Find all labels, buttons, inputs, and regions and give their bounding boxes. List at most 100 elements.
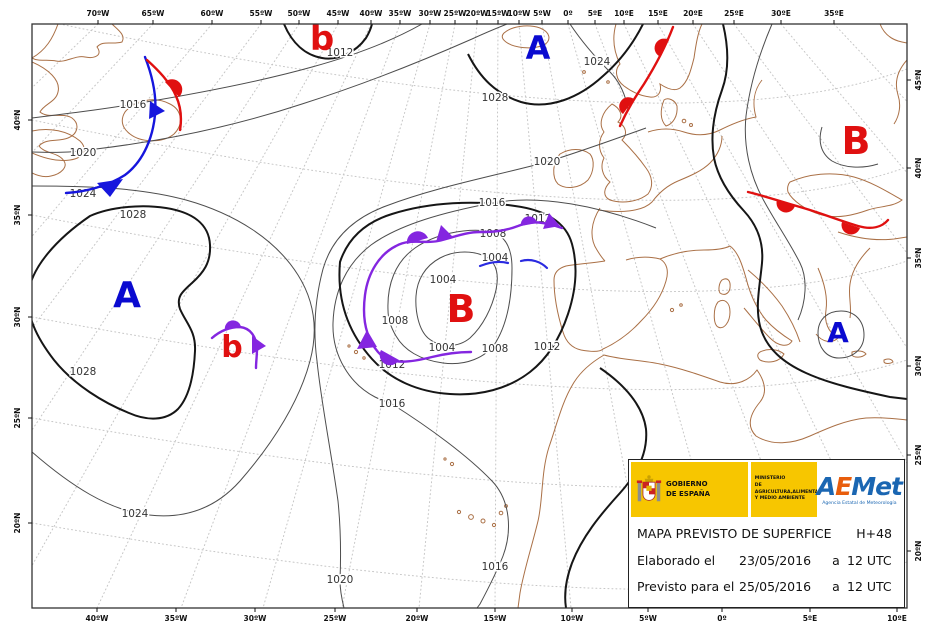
coastline xyxy=(848,247,871,319)
pressure-center-low: B xyxy=(842,119,871,163)
isobar-label: 1008 xyxy=(382,315,409,327)
axis-label-bottom: 10ºE xyxy=(887,614,907,623)
coastline xyxy=(553,279,582,351)
isobar-1028 xyxy=(467,24,644,106)
trough-line xyxy=(519,258,549,270)
isobar-1016 xyxy=(32,24,423,119)
logo-bar: GOBIERNO DE ESPAÑA MINISTERIO DE AGRICUL… xyxy=(631,462,903,517)
coastline xyxy=(787,173,903,218)
longitude-line xyxy=(341,24,456,608)
coastline xyxy=(659,245,731,260)
longitude-line xyxy=(96,24,372,608)
axis-label-top: 40ºW xyxy=(360,9,384,18)
coastline xyxy=(879,24,907,44)
isobar-label: 1016 xyxy=(482,561,509,573)
axis-label-top: 30ºW xyxy=(419,9,443,18)
coastline xyxy=(647,79,763,136)
forecast-hours: H+48 xyxy=(856,526,892,541)
logo-bar-divider xyxy=(747,462,751,517)
island xyxy=(669,307,675,313)
axis-label-top: 25ºE xyxy=(724,9,744,18)
ministerio-line2: DE AGRICULTURA,ALIMENTACIÓN xyxy=(754,482,832,495)
aemet-tagline: Agencia Estatal de Meteorología xyxy=(822,500,897,506)
isobar-label: 1028 xyxy=(70,366,97,378)
isobar-label: 1012 xyxy=(534,341,561,353)
longitude-line xyxy=(780,24,907,174)
coastline xyxy=(580,256,668,352)
occluded-front-marker xyxy=(406,231,428,244)
previsto-a: a xyxy=(832,579,840,594)
axis-label-right: 35ºN xyxy=(914,248,923,269)
map-frame xyxy=(31,23,908,609)
gobierno-logo: GOBIERNO DE ESPAÑA xyxy=(631,462,748,517)
isobar-unlabeled xyxy=(817,310,865,359)
axis-label-top: 10ºW xyxy=(508,9,532,18)
geography-layer xyxy=(32,24,907,608)
island xyxy=(362,356,366,360)
isobar-label: 1028 xyxy=(120,209,147,221)
warm-front xyxy=(746,190,890,235)
map-layers: 1016 1020 1024 1028 1028 1024 1020 1016 1016 1012… xyxy=(32,24,907,608)
latitude-line xyxy=(57,24,907,104)
isobar-1020 xyxy=(32,24,508,153)
axis-label-bottom: 15ºW xyxy=(484,614,508,623)
axis-label-left: 40ºN xyxy=(13,110,22,131)
axis-label-top: 55ºW xyxy=(250,9,274,18)
axis-label-top: 0º xyxy=(563,9,572,18)
legend-box: GOBIERNO DE ESPAÑA MINISTERIO DE AGRICUL… xyxy=(628,459,905,608)
coastline xyxy=(591,207,606,262)
occluded-front xyxy=(357,213,564,366)
axis-label-bottom: 0º xyxy=(717,614,726,623)
coastline xyxy=(718,278,731,295)
axis-label-left: 35ºN xyxy=(13,205,22,226)
occluded-front-marker xyxy=(252,336,266,354)
isobar-label: 1004 xyxy=(429,342,456,354)
warm-front-line xyxy=(746,190,890,229)
island xyxy=(353,349,359,355)
axis-label-top: 30ºE xyxy=(771,9,791,18)
island xyxy=(606,80,610,84)
aemet-letters-met: Met xyxy=(851,471,903,501)
gobierno-line1: GOBIERNO xyxy=(666,480,708,489)
warm-front xyxy=(145,58,183,132)
cold-front-line xyxy=(64,55,157,195)
axis-label-bottom: 40ºW xyxy=(86,614,110,623)
longitude-line xyxy=(418,24,478,608)
isobar-label: 1020 xyxy=(534,156,561,168)
occluded-front-line xyxy=(362,221,564,363)
occluded-front-marker xyxy=(379,350,399,366)
isobar-1004 xyxy=(415,251,498,346)
previsto-time: 12 UTC xyxy=(847,579,892,594)
axis-label-top: 25ºW xyxy=(444,9,468,18)
elaborado-row: Elaborado el 23/05/2016 a 12 UTC xyxy=(637,553,896,568)
cold-front xyxy=(64,55,165,197)
island xyxy=(456,509,462,515)
isobar-label: 1028 xyxy=(482,92,509,104)
isobar-label: 1016 xyxy=(120,99,147,111)
isobar-label: 1012 xyxy=(327,47,354,59)
longitude-line xyxy=(32,24,300,431)
pressure-center-layer: Ab B Ab B A xyxy=(113,24,871,365)
island xyxy=(679,303,683,307)
isobar-1012 xyxy=(564,367,648,608)
island xyxy=(689,123,693,127)
axis-label-bottom: 10ºW xyxy=(561,614,585,623)
isobar-1008 xyxy=(387,229,513,365)
warm-front-line xyxy=(145,58,183,132)
isobar-label: 1016 xyxy=(479,197,506,209)
isobar-label: 1008 xyxy=(482,343,509,355)
axis-label-bottom: 5ºW xyxy=(639,614,657,623)
spain-coat-of-arms-icon xyxy=(636,474,662,501)
axis-label-bottom: 30ºW xyxy=(244,614,268,623)
previsto-date: 25/05/2016 xyxy=(739,579,812,594)
coastline xyxy=(32,128,85,161)
axis-label-right: 30ºN xyxy=(914,356,923,377)
trough-line xyxy=(478,260,510,268)
coastline xyxy=(553,260,606,281)
axis-label-right: 40ºN xyxy=(914,158,923,179)
occluded-front-marker xyxy=(543,213,560,229)
isobar-unlabeled xyxy=(819,126,879,168)
coastline xyxy=(517,354,605,608)
